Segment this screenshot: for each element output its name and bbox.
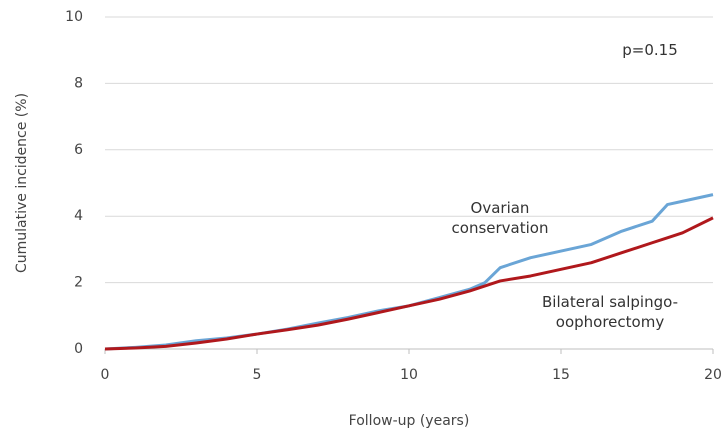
y-tick-label: 6 <box>74 142 83 158</box>
x-axis-label: Follow-up (years) <box>349 413 470 429</box>
y-tick-label: 8 <box>74 75 83 91</box>
x-tick-label: 0 <box>101 367 110 383</box>
x-tick-label: 10 <box>400 367 418 383</box>
p-value: p=0.15 <box>622 41 678 59</box>
series-line <box>104 216 714 351</box>
series-label: Bilateral salpingo-oophorectomy <box>542 293 678 331</box>
x-tick-label: 15 <box>552 367 570 383</box>
x-tick-label: 20 <box>704 367 722 383</box>
y-tick-label: 4 <box>74 208 83 224</box>
series-label: Ovarian conservation <box>451 199 549 237</box>
y-tick-label: 10 <box>65 9 83 25</box>
y-tick-label: 2 <box>74 275 83 291</box>
y-axis-label: Cumulative incidence (%) <box>14 93 30 273</box>
x-tick-label: 5 <box>253 367 262 383</box>
y-tick-label: 0 <box>74 341 83 357</box>
